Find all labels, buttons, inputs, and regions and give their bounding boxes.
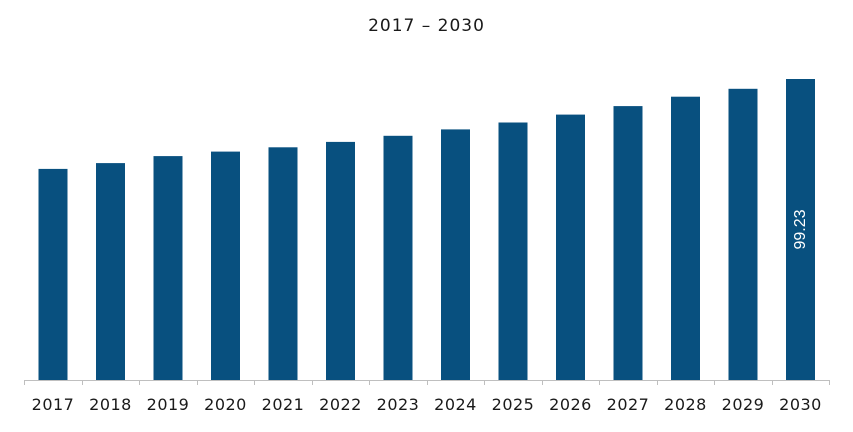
bar-2020 — [211, 151, 240, 380]
x-tick-label-2025: 2025 — [492, 395, 535, 414]
bar-2022 — [326, 141, 355, 380]
x-tick-label-2020: 2020 — [204, 395, 247, 414]
bar-2025 — [498, 122, 528, 380]
x-axis-ticks — [24, 380, 830, 385]
x-tick-label-2018: 2018 — [89, 395, 132, 414]
x-tick-label-2028: 2028 — [664, 395, 707, 414]
x-tick-label-2026: 2026 — [549, 395, 592, 414]
bar-2026 — [556, 114, 585, 380]
x-tick-label-2027: 2027 — [607, 395, 650, 414]
x-tick-label-2030: 2030 — [779, 395, 822, 414]
bar-2017 — [38, 168, 68, 380]
bars-layer — [38, 79, 815, 381]
x-tick-label-2019: 2019 — [147, 395, 190, 414]
chart-title: 2017 – 2030 — [368, 16, 485, 36]
bar-2018 — [96, 163, 125, 380]
x-tick-label-2024: 2024 — [434, 395, 477, 414]
x-tick-label-2023: 2023 — [377, 395, 420, 414]
bar-2027 — [613, 106, 643, 380]
bar-2024 — [441, 129, 470, 380]
data-labels: 99.23 — [792, 209, 809, 249]
x-tick-label-2017: 2017 — [32, 395, 75, 414]
bar-2023 — [383, 135, 413, 380]
x-axis-labels: 2017 2018 2019 2020 2021 2022 2023 2024 2025 2026… — [32, 395, 822, 414]
data-label-2030: 99.23 — [792, 209, 809, 249]
x-tick-label-2029: 2029 — [722, 395, 765, 414]
bar-2030 — [786, 79, 815, 380]
x-tick-label-2021: 2021 — [262, 395, 305, 414]
x-tick-label-2022: 2022 — [319, 395, 362, 414]
bar-2019 — [153, 156, 183, 380]
bar-2029 — [728, 88, 758, 381]
bar-2028 — [671, 96, 700, 380]
bar-2021 — [268, 147, 298, 380]
